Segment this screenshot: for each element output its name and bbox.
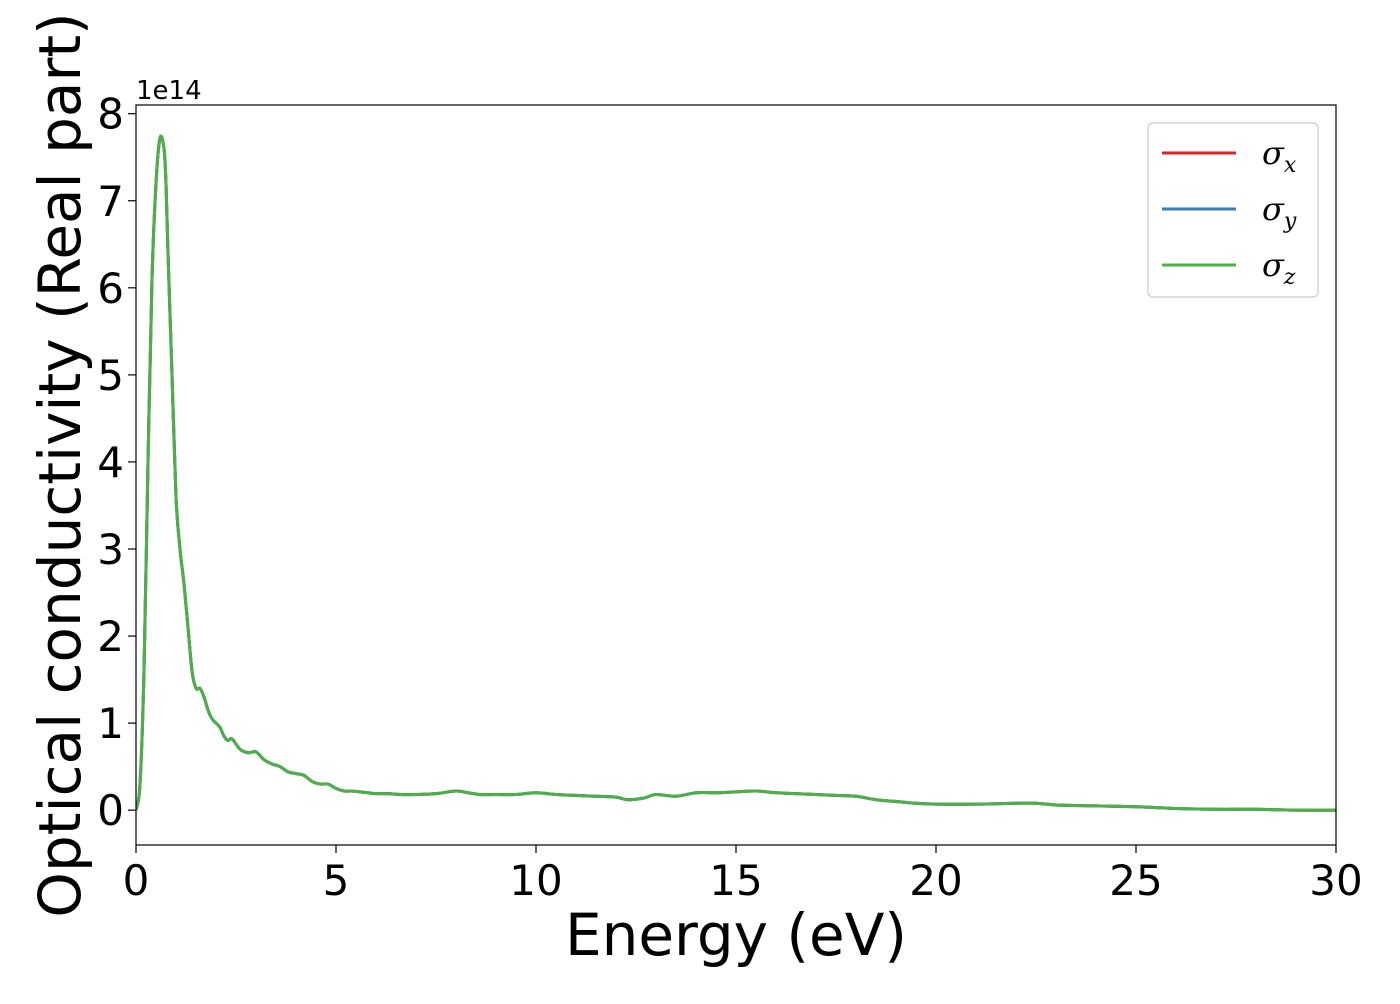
- x-tick-label: 30: [1309, 856, 1362, 905]
- y-tick-label: 0: [97, 786, 124, 835]
- y-tick-label: 2: [97, 612, 124, 661]
- y-tick-label: 4: [97, 438, 124, 487]
- x-axis: 0 5 10 15 20 25 30: [123, 845, 1363, 905]
- y-tick-label: 8: [97, 90, 124, 139]
- y-axis: 0 1 2 3 4 5 6 7 8: [97, 90, 136, 835]
- y-offset-label: 1e14: [136, 76, 202, 106]
- legend-label: σx: [1262, 134, 1297, 178]
- series-line-σz: [136, 134, 1336, 812]
- x-tick-label: 25: [1109, 856, 1162, 905]
- y-axis-title: Optical conductivity (Real part): [26, 12, 94, 917]
- y-tick-label: 1: [97, 699, 124, 748]
- x-tick-label: 15: [709, 856, 762, 905]
- y-tick-label: 3: [97, 525, 124, 574]
- series-layer: [136, 134, 1336, 812]
- x-tick-label: 0: [123, 856, 150, 905]
- legend-label: σy: [1262, 190, 1297, 234]
- x-tick-label: 20: [909, 856, 962, 905]
- x-axis-title: Energy (eV): [565, 901, 907, 969]
- legend: σx σy σz: [1147, 122, 1319, 298]
- x-tick-label: 10: [509, 856, 562, 905]
- y-tick-label: 5: [97, 351, 124, 400]
- x-tick-label: 5: [323, 856, 350, 905]
- y-tick-label: 6: [97, 264, 124, 313]
- legend-label: σz: [1262, 246, 1296, 290]
- y-tick-label: 7: [97, 177, 124, 226]
